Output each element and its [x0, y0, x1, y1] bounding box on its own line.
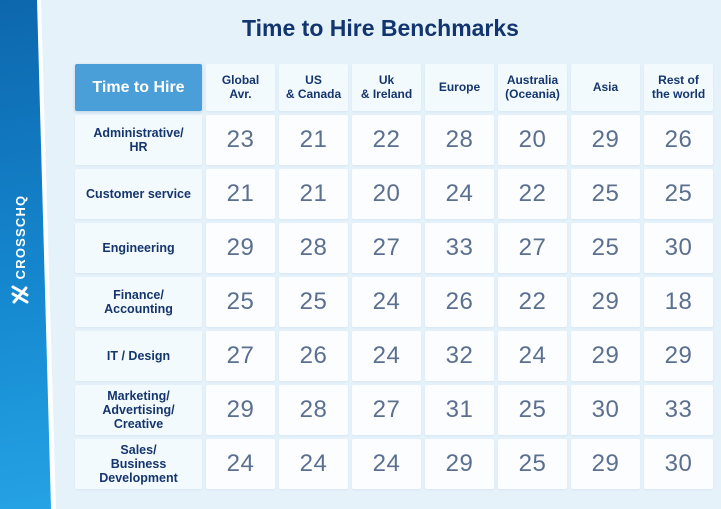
value-cell: 29	[206, 223, 275, 273]
value-cell: 30	[644, 439, 713, 489]
corner-header-cell: Time to Hire	[75, 64, 202, 111]
value-cell: 25	[644, 169, 713, 219]
column-header: US & Canada	[279, 64, 348, 111]
value-cell: 18	[644, 277, 713, 327]
value-cell: 30	[644, 223, 713, 273]
value-cell: 21	[279, 169, 348, 219]
value-cell: 28	[279, 223, 348, 273]
value-cell: 20	[352, 169, 421, 219]
value-cell: 22	[498, 277, 567, 327]
row-label: Administrative/ HR	[75, 115, 202, 165]
value-cell: 24	[352, 439, 421, 489]
value-cell: 29	[571, 331, 640, 381]
brand-logo: CROSSCHQ	[0, 185, 40, 315]
column-header: Global Avr.	[206, 64, 275, 111]
brand-name: CROSSCHQ	[12, 194, 28, 280]
value-cell: 25	[498, 439, 567, 489]
value-cell: 29	[571, 115, 640, 165]
value-cell: 28	[425, 115, 494, 165]
value-cell: 26	[279, 331, 348, 381]
value-cell: 29	[571, 439, 640, 489]
value-cell: 30	[571, 385, 640, 435]
value-cell: 32	[425, 331, 494, 381]
value-cell: 25	[571, 169, 640, 219]
column-header: Australia (Oceania)	[498, 64, 567, 111]
column-header: Asia	[571, 64, 640, 111]
value-cell: 26	[644, 115, 713, 165]
value-cell: 29	[206, 385, 275, 435]
value-cell: 29	[571, 277, 640, 327]
value-cell: 27	[352, 223, 421, 273]
value-cell: 25	[206, 277, 275, 327]
row-label: Customer service	[75, 169, 202, 219]
row-label: Finance/ Accounting	[75, 277, 202, 327]
crosschq-x-icon	[11, 285, 29, 304]
value-cell: 31	[425, 385, 494, 435]
value-cell: 21	[279, 115, 348, 165]
benchmark-table: Time to Hire Global Avr. US & Canada Uk & …	[75, 64, 713, 489]
value-cell: 24	[352, 331, 421, 381]
value-cell: 23	[206, 115, 275, 165]
value-cell: 24	[279, 439, 348, 489]
value-cell: 27	[352, 385, 421, 435]
row-label: Engineering	[75, 223, 202, 273]
row-label: IT / Design	[75, 331, 202, 381]
value-cell: 20	[498, 115, 567, 165]
value-cell: 29	[644, 331, 713, 381]
row-label: Sales/ Business Development	[75, 439, 202, 489]
row-label: Marketing/ Advertising/ Creative	[75, 385, 202, 435]
value-cell: 22	[498, 169, 567, 219]
column-header: Europe	[425, 64, 494, 111]
value-cell: 21	[206, 169, 275, 219]
value-cell: 25	[279, 277, 348, 327]
value-cell: 24	[206, 439, 275, 489]
value-cell: 33	[644, 385, 713, 435]
column-header: Rest of the world	[644, 64, 713, 111]
value-cell: 24	[498, 331, 567, 381]
column-header: Uk & Ireland	[352, 64, 421, 111]
value-cell: 24	[425, 169, 494, 219]
value-cell: 22	[352, 115, 421, 165]
value-cell: 25	[571, 223, 640, 273]
value-cell: 25	[498, 385, 567, 435]
value-cell: 24	[352, 277, 421, 327]
value-cell: 29	[425, 439, 494, 489]
value-cell: 27	[206, 331, 275, 381]
value-cell: 33	[425, 223, 494, 273]
value-cell: 26	[425, 277, 494, 327]
value-cell: 28	[279, 385, 348, 435]
page-title: Time to Hire Benchmarks	[242, 15, 519, 41]
value-cell: 27	[498, 223, 567, 273]
